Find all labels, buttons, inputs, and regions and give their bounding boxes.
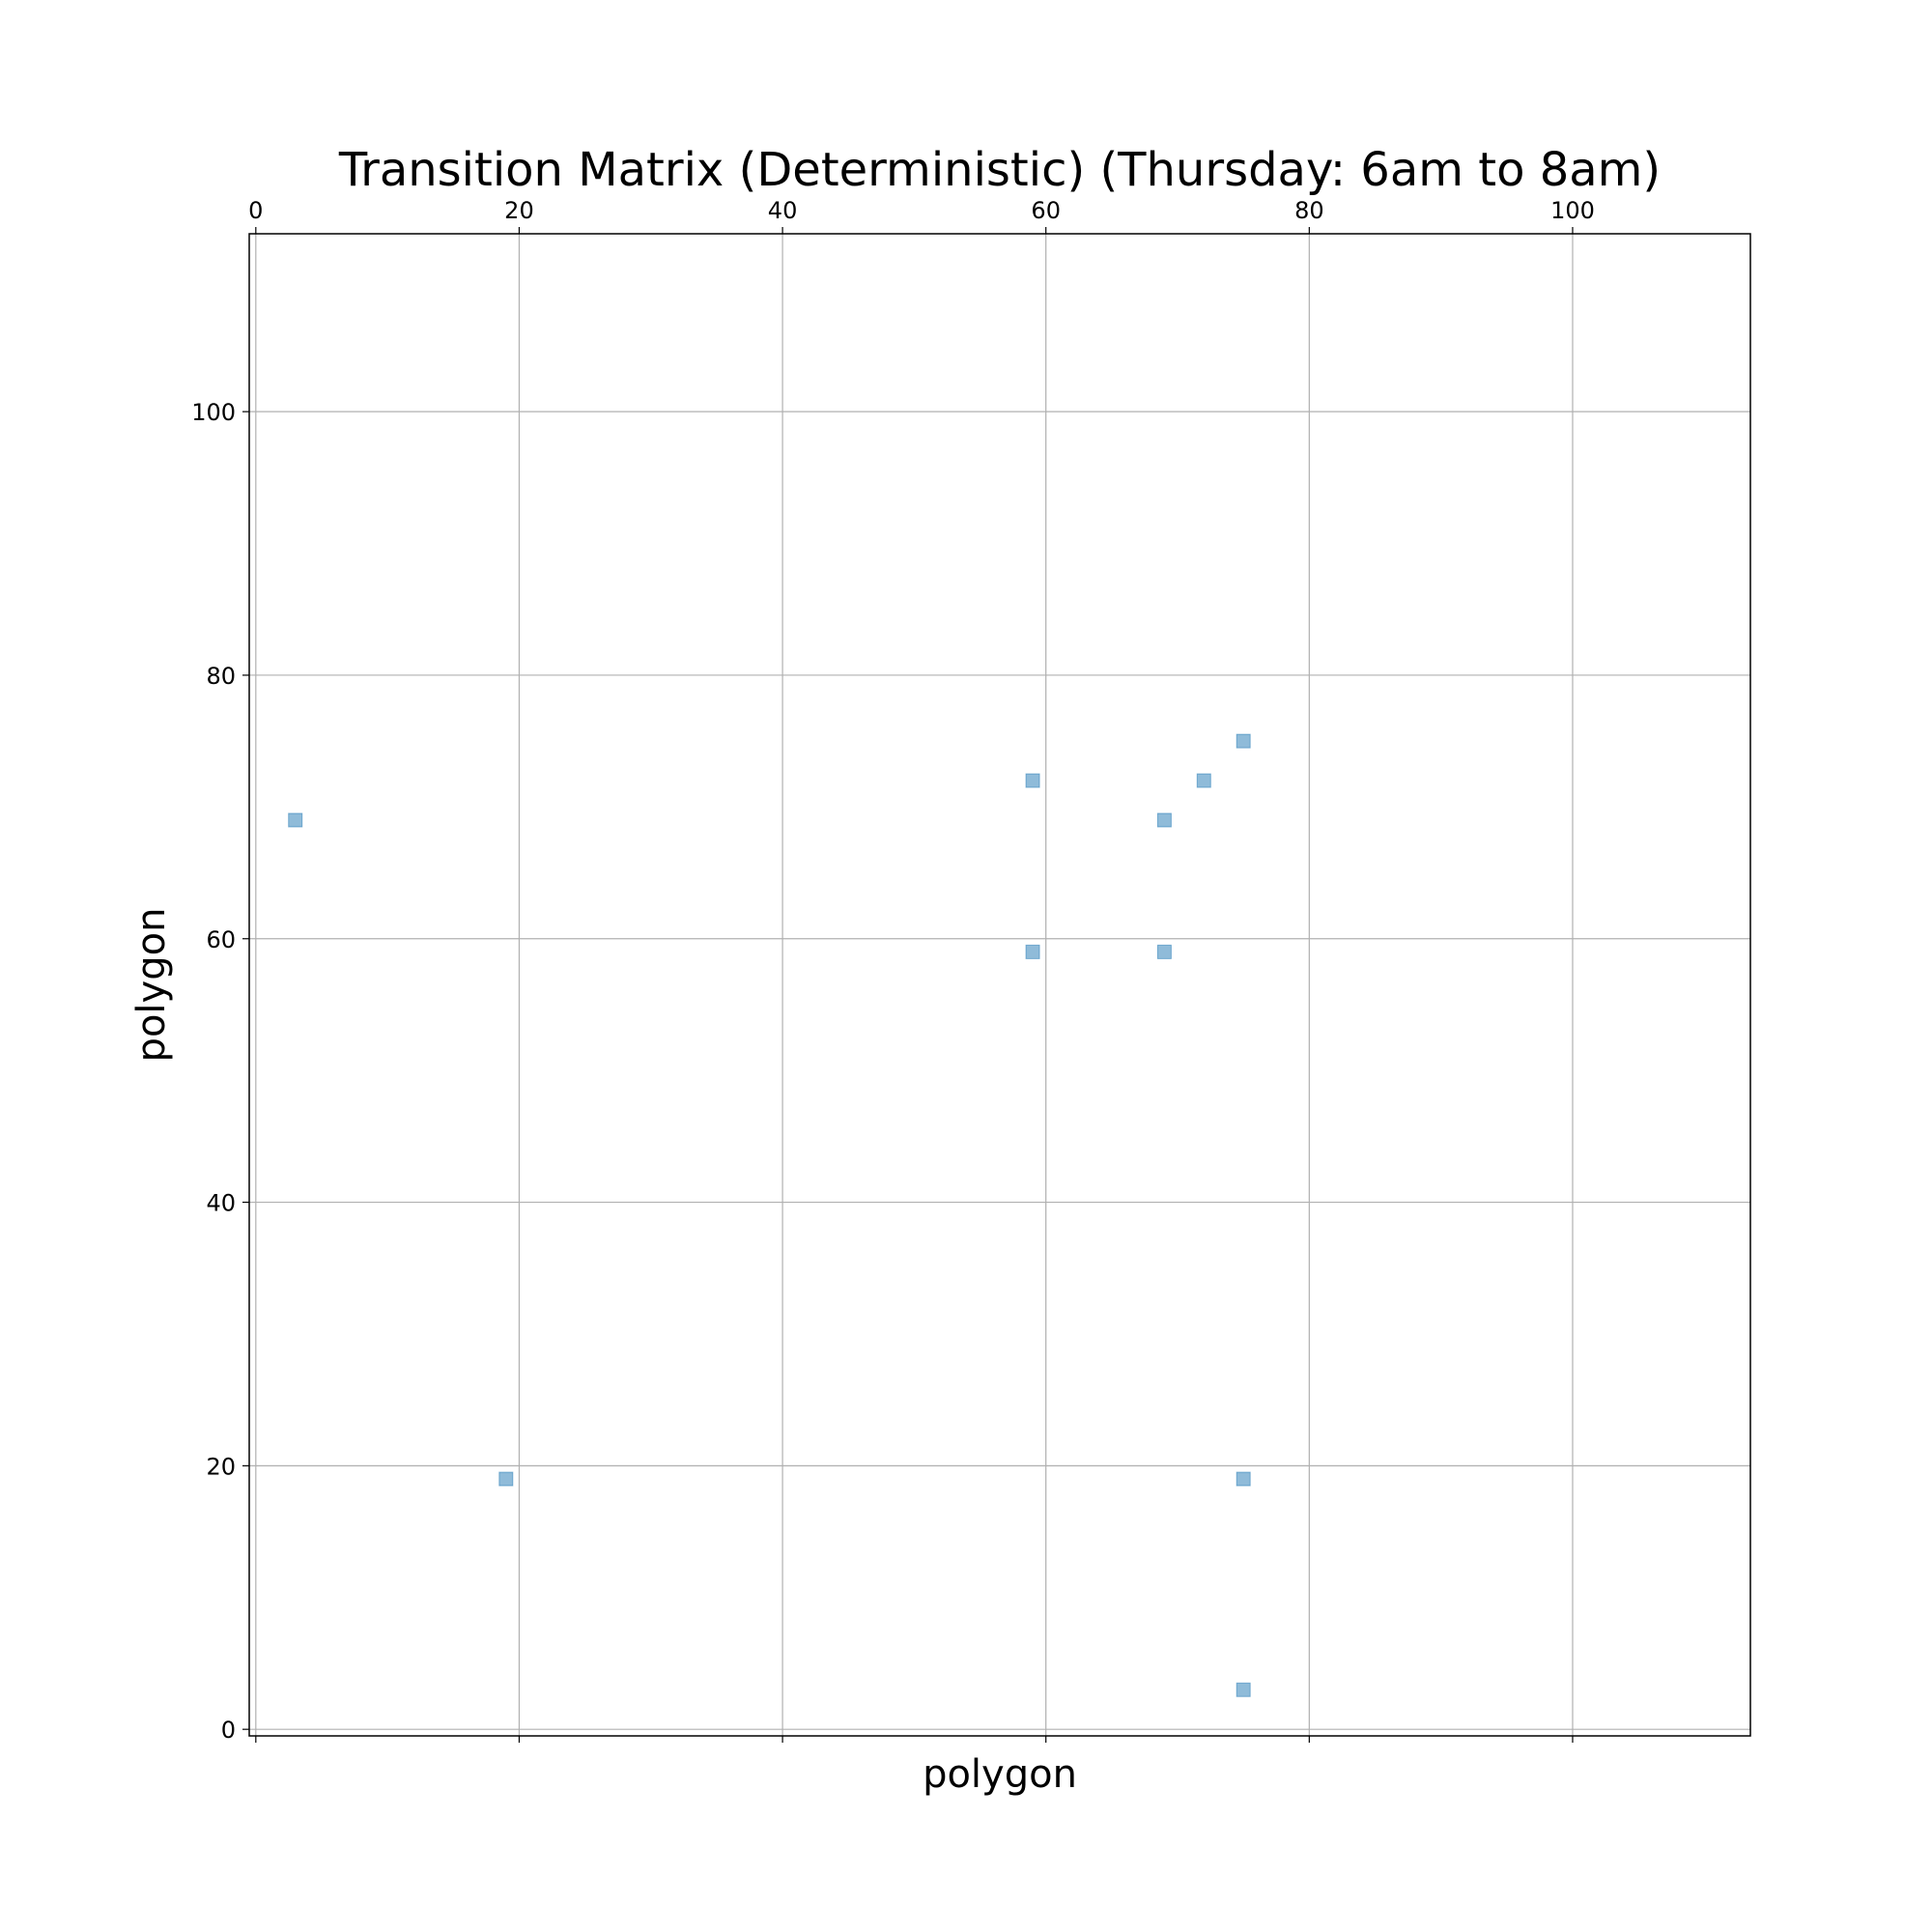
data-point [288, 812, 303, 828]
y-axis-title: polygon [129, 908, 174, 1063]
data-point [1196, 773, 1211, 788]
y-tick-label: 80 [206, 663, 236, 690]
x-tick-label: 20 [504, 197, 534, 224]
data-point [1236, 1682, 1251, 1697]
data-point [1236, 1471, 1251, 1487]
y-tick-label: 40 [206, 1190, 236, 1217]
data-point [1025, 773, 1040, 788]
x-tick-label: 0 [248, 197, 263, 224]
x-tick-label: 60 [1031, 197, 1061, 224]
data-point [1025, 944, 1040, 959]
data-point [1156, 944, 1172, 959]
y-tick-label: 100 [191, 399, 236, 426]
axis-ticks: 0 20 40 60 80 100 0 20 40 60 80 100 [191, 197, 1595, 1744]
data-point [1156, 812, 1172, 828]
y-tick-label: 0 [221, 1717, 236, 1744]
data-point [1236, 733, 1251, 749]
x-tick-label: 40 [768, 197, 798, 224]
grid [249, 234, 1750, 1736]
x-axis-title: polygon [923, 1752, 1077, 1797]
chart-title: Transition Matrix (Deterministic) (Thurs… [338, 143, 1661, 197]
data-points [288, 733, 1251, 1697]
y-tick-label: 60 [206, 926, 236, 953]
x-tick-label: 100 [1550, 197, 1595, 224]
x-tick-label: 80 [1294, 197, 1324, 224]
y-tick-label: 20 [206, 1453, 236, 1480]
plot-frame [248, 233, 1751, 1737]
data-point [498, 1471, 514, 1487]
